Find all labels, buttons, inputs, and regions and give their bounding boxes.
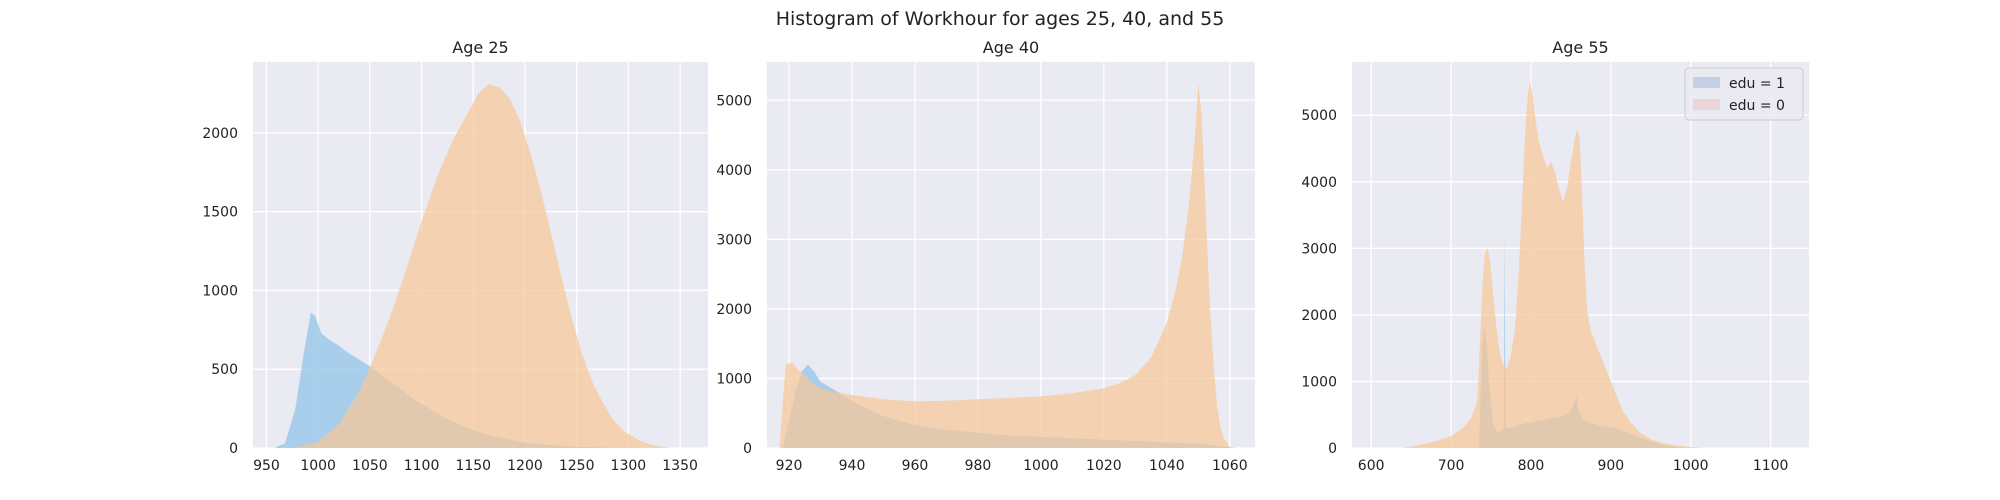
- x-tick-label: 980: [965, 458, 992, 474]
- legend-swatch-edu-0: [1693, 99, 1720, 110]
- y-tick-label: 500: [211, 362, 238, 378]
- x-tick-label: 920: [776, 458, 803, 474]
- y-tick-label: 1500: [202, 205, 238, 221]
- histogram-edu-0: [1403, 82, 1707, 448]
- x-tick-label: 950: [253, 458, 280, 474]
- y-tick-label: 0: [1328, 441, 1337, 457]
- x-tick-label: 1100: [404, 458, 440, 474]
- x-tick-label: 1150: [455, 458, 491, 474]
- y-tick-label: 5000: [716, 93, 752, 109]
- y-tick-label: 0: [229, 441, 238, 457]
- y-tick-label: 1000: [1301, 374, 1337, 390]
- y-tick-label: 4000: [1301, 175, 1337, 191]
- y-tick-label: 2000: [716, 302, 752, 318]
- x-tick-label: 1040: [1149, 458, 1185, 474]
- legend: edu = 1 edu = 0: [1684, 67, 1804, 121]
- x-tick-label: 1050: [352, 458, 388, 474]
- legend-label-edu-0: edu = 0: [1729, 98, 1785, 114]
- panel-title: Age 25: [452, 38, 508, 57]
- panel-age-40: 920 940 960 980 1000 1020 1040 1060 0 1000 2000 300…: [716, 38, 1255, 474]
- x-tick-label: 960: [902, 458, 929, 474]
- x-tick-label: 1000: [1023, 458, 1059, 474]
- x-tick-label: 1060: [1212, 458, 1248, 474]
- x-tick-label: 1020: [1086, 458, 1122, 474]
- x-tick-label: 600: [1358, 458, 1385, 474]
- y-tick-label: 3000: [1301, 241, 1337, 257]
- x-tick-label: 900: [1597, 458, 1624, 474]
- y-tick-label: 2000: [1301, 308, 1337, 324]
- figure-title: Histogram of Workhour for ages 25, 40, a…: [776, 8, 1225, 30]
- x-tick-label: 1300: [611, 458, 647, 474]
- x-tick-label: 1000: [1673, 458, 1709, 474]
- panel-age-25: 950 1000 1050 1100 1150 1200 1250 1300 1350 0 500 1…: [202, 38, 708, 474]
- y-tick-label: 1000: [716, 371, 752, 387]
- panel-title: Age 55: [1552, 38, 1608, 57]
- histogram-edu-0: [292, 84, 670, 448]
- panel-age-55: 600 700 800 900 1000 1100 0 1000 2000 3000 4000 500…: [1301, 38, 1809, 474]
- x-tick-label: 1200: [507, 458, 543, 474]
- legend-swatch-edu-1: [1693, 77, 1720, 88]
- x-tick-label: 1100: [1753, 458, 1789, 474]
- x-tick-label: 1350: [662, 458, 698, 474]
- x-tick-label: 700: [1438, 458, 1465, 474]
- y-tick-label: 5000: [1301, 108, 1337, 124]
- y-tick-label: 3000: [716, 232, 752, 248]
- y-tick-label: 2000: [202, 126, 238, 142]
- x-tick-label: 800: [1518, 458, 1545, 474]
- x-tick-label: 940: [839, 458, 866, 474]
- x-tick-label: 1250: [559, 458, 595, 474]
- y-tick-label: 4000: [716, 163, 752, 179]
- histogram-edu-0: [779, 82, 1230, 449]
- panel-title: Age 40: [983, 38, 1039, 57]
- legend-label-edu-1: edu = 1: [1729, 76, 1785, 92]
- x-tick-label: 1000: [300, 458, 336, 474]
- y-tick-label: 1000: [202, 283, 238, 299]
- y-tick-label: 0: [743, 441, 752, 457]
